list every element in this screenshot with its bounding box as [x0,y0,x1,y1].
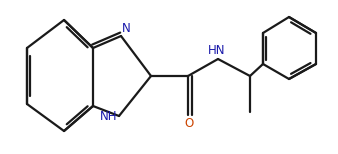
Text: NH: NH [99,111,117,124]
Text: N: N [122,22,131,35]
Text: O: O [184,117,194,130]
Text: HN: HN [208,44,226,57]
